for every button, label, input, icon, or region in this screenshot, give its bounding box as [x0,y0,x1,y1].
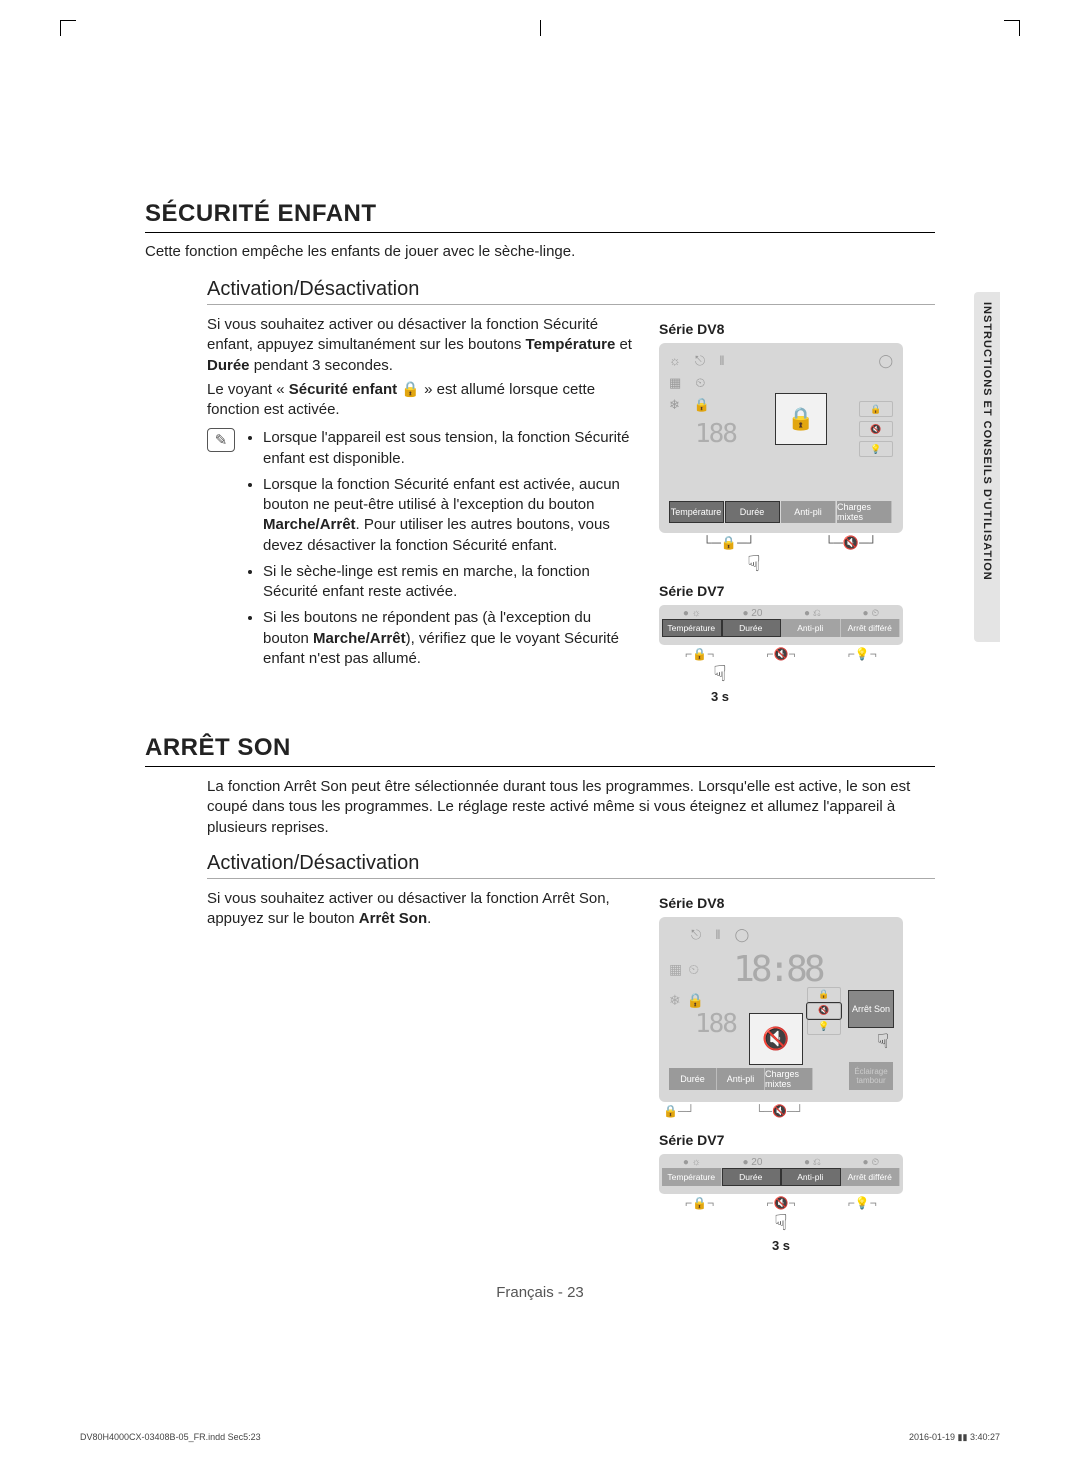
mini-slot-icon: 💡 [807,1019,841,1035]
lock-callout-icon: 🔒 [775,393,827,445]
bracket-icon: └─🔇─┘ [799,535,903,551]
section1-paragraph-2: Le voyant « Sécurité enfant 🔒 » est allu… [207,380,637,421]
bracket-icon: ⌐🔇¬ [767,1196,796,1210]
section2-paragraph-1: Si vous souhaitez activer ou désactiver … [207,889,637,930]
dv7-button-duree[interactable]: Durée [722,1168,782,1186]
section2-intro: La fonction Arrêt Son peut être sélectio… [207,777,935,838]
bracket-icon: ⌐🔇¬ [767,647,796,661]
print-timestamp: 2016-01-19 ▮▮ 3:40:27 [909,1432,1000,1443]
print-footer: DV80H4000CX-03408B-05_FR.indd Sec5:23 20… [80,1432,1000,1443]
hand-icon: ☟ [659,661,781,687]
page-content: SÉCURITÉ ENFANT Cette fonction empêche l… [145,200,935,1253]
eclairage-button[interactable]: Éclairage tambour [849,1062,893,1090]
panel-dv7-arretson: ● ☼ ● 20 ● ⎌ ● ⏲ Température Durée Anti-… [659,1154,903,1194]
section2-right-col: Série DV8 ⎋‖◯ ▦⏲18:88 ❄🔒 188 🔒 🔇 💡 🔇 Arr… [659,889,935,1253]
mini-slot-icon: 💡 [859,441,893,457]
label-dv8-2: Série DV8 [659,895,935,911]
panel-button-antipli[interactable]: Anti-pli [717,1068,765,1090]
dv7-button-arret[interactable]: Arrêt différé [841,619,901,637]
section1-right-col: Série DV8 ☼⎋‖◯ ▦⏲ ❄🔒 🔒 🔒 🔇 💡 188 Tempéra… [659,315,935,704]
mini-slot-icon: 🔒 [807,987,841,1003]
section2-subhead: Activation/Désactivation [207,852,935,879]
panel-button-charges[interactable]: Charges mixtes [837,501,892,523]
bracket-icon: └─🔒─┘ [677,535,781,551]
panel-button-duree[interactable]: Durée [725,501,780,523]
time-digits: 18:88 [733,949,821,990]
panel-dv8-arretson: ⎋‖◯ ▦⏲18:88 ❄🔒 188 🔒 🔇 💡 🔇 Arrêt Son ☟ É… [659,917,903,1102]
timing-label: 3 s [659,689,781,704]
panel-button-duree[interactable]: Durée [669,1068,717,1090]
section1-notes: Lorsque l'appareil est sous tension, la … [245,428,637,675]
mini-slot-icon: 🔇 [859,421,893,437]
timing-label-2: 3 s [659,1238,903,1253]
mini-slot-icon: 🔒 [859,401,893,417]
section2-left-col: Si vous souhaitez activer ou désactiver … [207,889,637,1253]
arret-son-button[interactable]: Arrêt Son [849,991,893,1027]
bracket-icon: └─🔇─┘ [755,1104,804,1118]
panel-dv7-childlock: ● ☼ ● 20 ● ⎌ ● ⏲ Température Durée Anti-… [659,605,903,645]
hand-icon: ☟ [693,551,815,577]
mute-callout-icon: 🔇 [749,1013,803,1065]
panel-button-charges[interactable]: Charges mixtes [765,1068,813,1090]
hand-icon: ☟ [659,1210,903,1236]
bracket-icon: ⌐💡¬ [848,1196,877,1210]
dv7-button-duree[interactable]: Durée [722,619,782,637]
label-dv7-1: Série DV7 [659,583,935,599]
dv7-button-antipli[interactable]: Anti-pli [781,1168,841,1186]
section-side-tab: INSTRUCTIONS ET CONSEILS D'UTILISATION [974,292,1000,642]
dv7-button-temperature[interactable]: Température [662,619,722,637]
note-icon: ✎ [207,428,235,452]
dv7-button-arret[interactable]: Arrêt différé [841,1168,901,1186]
dv7-button-antipli[interactable]: Anti-pli [781,619,841,637]
section-title-child-lock: SÉCURITÉ ENFANT [145,200,935,233]
page-footer: Français - 23 [0,1284,1080,1301]
panel-button-antipli[interactable]: Anti-pli [781,501,836,523]
bracket-icon: ⌐💡¬ [848,647,877,661]
section1-intro: Cette fonction empêche les enfants de jo… [145,243,935,260]
side-tab-label: INSTRUCTIONS ET CONSEILS D'UTILISATION [981,302,993,581]
section1-paragraph-1: Si vous souhaitez activer ou désactiver … [207,315,637,376]
bracket-icon: ⌐🔒¬ [685,1196,714,1210]
hand-icon: ☟ [877,1029,889,1054]
panel-button-temperature[interactable]: Température [669,501,724,523]
label-dv8-1: Série DV8 [659,321,935,337]
bracket-icon: ⌐🔒¬ [685,647,714,661]
section1-left-col: Si vous souhaitez activer ou désactiver … [207,315,637,704]
dv7-button-temperature[interactable]: Température [662,1168,722,1186]
bracket-icon: 🔒─┘ [663,1104,695,1118]
section1-subhead: Activation/Désactivation [207,278,935,305]
section-title-arret-son: ARRÊT SON [145,734,935,767]
mini-slot-icon: 🔇 [807,1003,841,1019]
print-file: DV80H4000CX-03408B-05_FR.indd Sec5:23 [80,1432,261,1443]
label-dv7-2: Série DV7 [659,1132,935,1148]
panel-dv8-childlock: ☼⎋‖◯ ▦⏲ ❄🔒 🔒 🔒 🔇 💡 188 Température Durée… [659,343,903,533]
